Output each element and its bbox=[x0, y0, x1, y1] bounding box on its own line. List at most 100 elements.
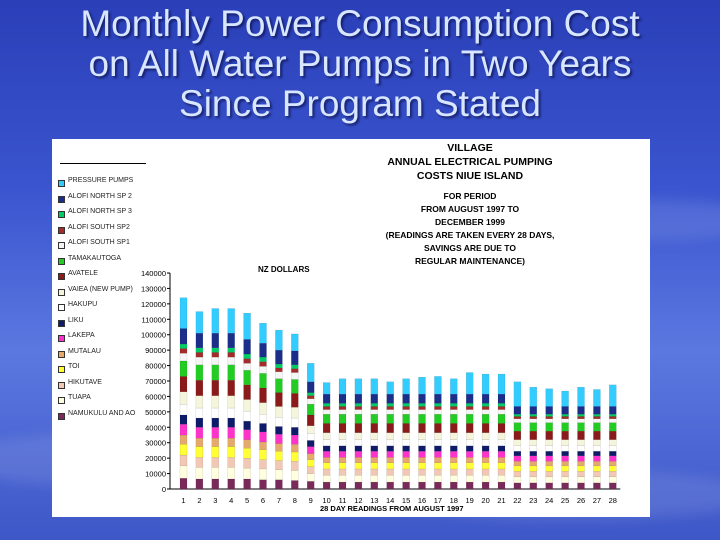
bar-segment bbox=[561, 416, 569, 419]
bar-segment bbox=[466, 462, 474, 470]
bar-segment bbox=[386, 432, 394, 440]
bar-segment bbox=[593, 439, 601, 446]
y-tick-label: 140000 bbox=[141, 269, 166, 278]
bar-segment bbox=[211, 395, 219, 409]
bar-segment bbox=[211, 308, 219, 334]
bar-segment bbox=[434, 439, 442, 446]
bar-segment bbox=[481, 481, 490, 490]
legend-swatch bbox=[58, 350, 65, 358]
bar-segment bbox=[354, 445, 363, 452]
bar-segment bbox=[179, 348, 188, 354]
bar-segment bbox=[243, 447, 251, 459]
bar-segment bbox=[259, 343, 267, 358]
bar-segment bbox=[577, 416, 585, 419]
bar-segment bbox=[243, 468, 251, 480]
bar-segment bbox=[593, 471, 601, 477]
bar-segment bbox=[481, 414, 490, 424]
bar-segment bbox=[307, 466, 315, 474]
bar-segment bbox=[211, 333, 219, 348]
bar-segment bbox=[195, 395, 204, 409]
bar-segment bbox=[179, 424, 188, 436]
bar-segment bbox=[338, 414, 347, 424]
bar-segment bbox=[593, 416, 601, 419]
bar-segment bbox=[227, 395, 235, 409]
bar-segment bbox=[338, 432, 347, 440]
bar-segment bbox=[593, 461, 601, 467]
bar-segment bbox=[402, 462, 410, 470]
bar-segment bbox=[545, 430, 553, 440]
bar-segment bbox=[450, 403, 458, 407]
bar-segment bbox=[307, 363, 315, 382]
bar-segment bbox=[529, 406, 537, 415]
bar-segment bbox=[402, 481, 410, 490]
chart-title-line: COSTS NIUE ISLAND bbox=[416, 170, 524, 182]
legend-item: HAKUPU bbox=[58, 301, 144, 311]
bar-segment bbox=[593, 455, 601, 462]
bar-segment bbox=[609, 471, 617, 477]
bar-segment bbox=[513, 476, 522, 483]
bar-segment bbox=[354, 393, 363, 404]
bar-segment bbox=[561, 406, 569, 415]
bar-segment bbox=[291, 393, 299, 408]
y-tick-label: 0 bbox=[162, 485, 166, 494]
bar-segment bbox=[307, 459, 315, 467]
bar-segment bbox=[513, 482, 522, 490]
bar-segment bbox=[577, 430, 585, 440]
bar-segment bbox=[418, 409, 426, 415]
bar-segment bbox=[529, 461, 537, 467]
bar-segment bbox=[593, 406, 601, 415]
bar-segment bbox=[275, 479, 283, 490]
chart-subtitle-line: FROM AUGUST 1997 TO bbox=[420, 204, 520, 214]
bar-segment bbox=[609, 476, 617, 483]
bar-segment bbox=[529, 422, 537, 432]
bar-segment bbox=[434, 414, 442, 424]
x-tick-label: 21 bbox=[497, 496, 505, 505]
bar-segment bbox=[354, 409, 363, 415]
bar-segment bbox=[418, 445, 426, 452]
slide-title-line-2: on All Water Pumps in Two Years bbox=[88, 43, 632, 84]
bar-segment bbox=[418, 393, 426, 404]
bar-segment bbox=[243, 339, 251, 355]
bar-segment bbox=[577, 471, 585, 477]
bar-segment bbox=[338, 393, 347, 404]
bar-segment bbox=[275, 417, 283, 427]
bar-segment bbox=[402, 445, 410, 452]
bar-segment bbox=[275, 469, 283, 480]
bar-segment bbox=[577, 465, 585, 472]
bar-segment bbox=[322, 414, 331, 424]
bar-segment bbox=[513, 451, 522, 456]
bar-segment bbox=[513, 455, 522, 462]
bar-segment bbox=[481, 406, 490, 410]
bar-segment bbox=[386, 403, 394, 407]
bar-segment bbox=[307, 414, 315, 426]
bar-segment bbox=[593, 465, 601, 472]
bar-segment bbox=[609, 451, 617, 456]
bar-segment bbox=[338, 474, 347, 483]
bar-segment bbox=[243, 439, 251, 449]
bar-segment bbox=[466, 423, 474, 433]
legend-swatch bbox=[58, 412, 65, 420]
bar-segment bbox=[402, 439, 410, 446]
chart-subtitle-line: REGULAR MAINTENANCE) bbox=[414, 256, 526, 266]
bar-segment bbox=[322, 403, 331, 407]
bar-segment bbox=[481, 474, 490, 483]
bar-segment bbox=[354, 432, 363, 440]
bar-segment bbox=[243, 457, 251, 469]
bar-segment bbox=[466, 372, 474, 395]
bar-segment bbox=[434, 457, 442, 463]
bar-segment bbox=[466, 439, 474, 446]
bar-segment bbox=[243, 429, 251, 440]
bar-segment bbox=[195, 478, 204, 490]
bar-segment bbox=[275, 460, 283, 470]
bar-segment bbox=[450, 462, 458, 470]
bar-segment bbox=[227, 380, 235, 396]
y-tick-label: 60000 bbox=[145, 392, 166, 401]
bar-segment bbox=[497, 414, 506, 424]
bar-segment bbox=[529, 387, 537, 407]
bar-segment bbox=[497, 481, 506, 490]
bar-segment bbox=[593, 389, 601, 407]
chart-subtitle-line: (READINGS ARE TAKEN EVERY 28 DAYS, bbox=[385, 230, 555, 240]
bar-segment bbox=[418, 451, 426, 458]
bar-segment bbox=[338, 445, 347, 452]
x-tick-label: 23 bbox=[529, 496, 537, 505]
